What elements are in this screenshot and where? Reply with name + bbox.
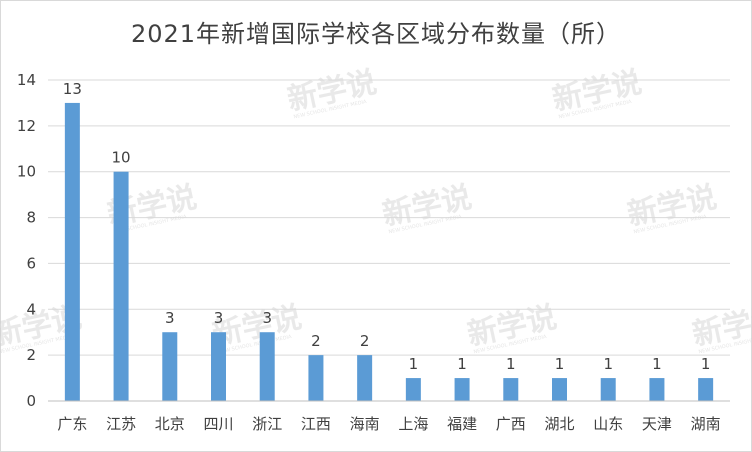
data-label: 1 — [457, 355, 467, 373]
y-axis-ticks: 0 2 4 6 8 10 12 14 — [17, 71, 36, 410]
data-label: 10 — [112, 149, 131, 167]
y-tick-label: 14 — [17, 71, 36, 89]
bars — [64, 102, 714, 401]
bar-12 — [600, 378, 616, 401]
y-tick-label: 2 — [26, 346, 36, 364]
category-label: 上海 — [398, 415, 428, 433]
bar-3 — [162, 332, 178, 401]
bar-9 — [454, 378, 470, 401]
category-labels: 广东 江苏 北京 四川 浙江 江西 海南 上海 福建 广西 湖北 山东 天津 湖南 — [57, 415, 720, 433]
category-label: 山东 — [593, 415, 623, 433]
data-label: 1 — [409, 355, 419, 373]
data-labels: 13 10 3 3 3 2 2 1 1 1 1 1 1 1 — [63, 80, 711, 373]
bar-1 — [64, 102, 80, 401]
y-tick-label: 12 — [17, 117, 36, 135]
category-label: 天津 — [642, 415, 672, 433]
bar-2 — [113, 171, 129, 401]
category-label: 湖北 — [544, 415, 574, 433]
bar-13 — [649, 378, 665, 401]
y-tick-label: 10 — [17, 163, 36, 181]
data-label: 1 — [506, 355, 516, 373]
data-label: 1 — [652, 355, 662, 373]
bar-10 — [503, 378, 519, 401]
category-label: 北京 — [155, 415, 185, 433]
y-tick-label: 0 — [26, 392, 36, 410]
category-label: 湖南 — [691, 415, 721, 433]
category-label: 江西 — [301, 415, 331, 433]
data-label: 3 — [262, 309, 272, 327]
bar-8 — [405, 378, 421, 401]
data-label: 1 — [701, 355, 711, 373]
bar-7 — [357, 355, 373, 401]
category-label: 福建 — [447, 415, 477, 433]
data-label: 13 — [63, 80, 82, 98]
y-tick-label: 6 — [26, 254, 36, 272]
bar-11 — [552, 378, 567, 401]
y-tick-label: 8 — [26, 209, 36, 227]
gridlines — [48, 79, 730, 356]
data-label: 1 — [555, 355, 565, 373]
y-tick-label: 4 — [26, 300, 36, 318]
data-label: 3 — [214, 309, 224, 327]
data-label: 1 — [603, 355, 613, 373]
bar-4 — [211, 332, 226, 401]
category-label: 四川 — [203, 415, 233, 433]
chart-title: 2021年新增国际学校各区域分布数量（所） — [130, 20, 622, 48]
category-label: 海南 — [350, 415, 380, 433]
category-label: 广东 — [57, 415, 87, 433]
category-label: 广西 — [496, 415, 526, 433]
data-label: 2 — [360, 332, 370, 350]
bar-14 — [698, 378, 714, 401]
bar-5 — [259, 332, 275, 401]
data-label: 3 — [165, 309, 175, 327]
category-label: 江苏 — [106, 415, 136, 433]
category-label: 浙江 — [252, 415, 282, 433]
bar-6 — [308, 355, 324, 401]
data-label: 2 — [311, 332, 321, 350]
